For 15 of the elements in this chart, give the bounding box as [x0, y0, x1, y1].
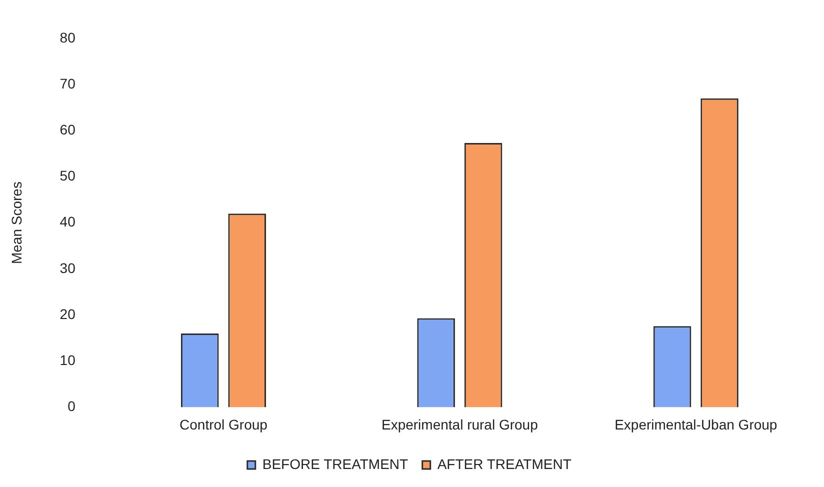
legend-label: BEFORE TREATMENT [262, 456, 409, 472]
y-axis-title: Mean Scores [8, 182, 24, 264]
y-tick-label: 10 [60, 352, 76, 368]
y-tick-label: 0 [68, 398, 76, 414]
legend-label: AFTER TREATMENT [437, 456, 572, 472]
x-tick-label: Control Group [180, 416, 268, 432]
y-tick-label: 20 [60, 306, 76, 322]
y-tick-label: 60 [60, 121, 76, 138]
y-tick-label: 80 [60, 29, 76, 46]
x-tick-label: Experimental-Uban Group [614, 416, 778, 432]
x-tick-label: Experimental rural Group [381, 416, 538, 432]
y-tick-label: 30 [60, 260, 76, 276]
y-tick-label: 70 [60, 75, 76, 92]
y-tick-label: 40 [60, 214, 76, 230]
y-tick-label: 50 [60, 168, 76, 184]
